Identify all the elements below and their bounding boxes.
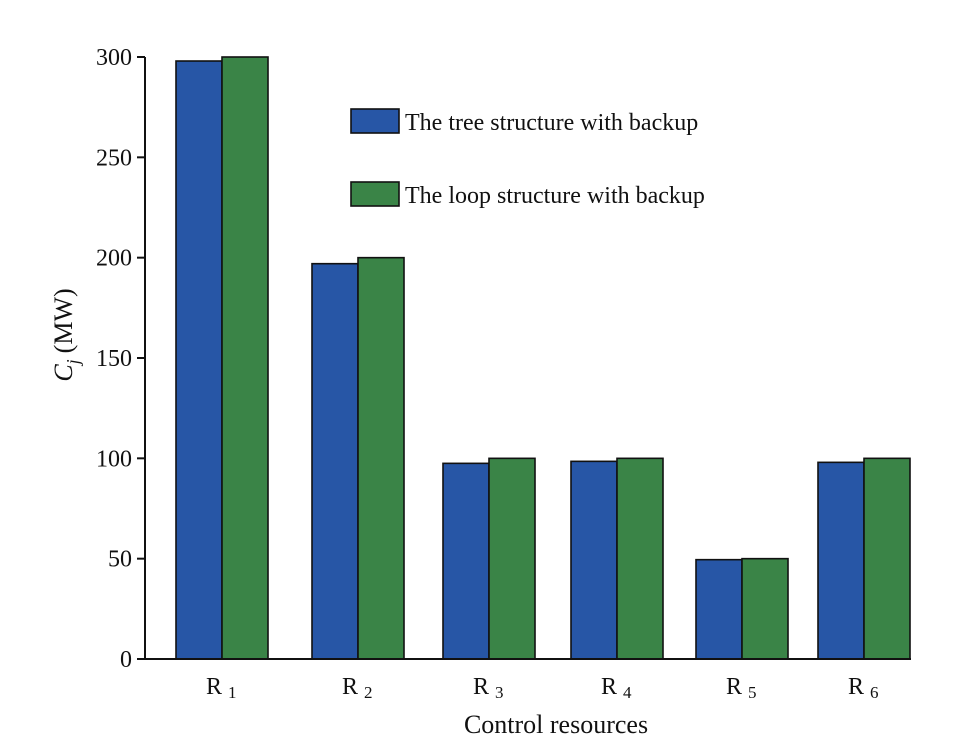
x-tick-label-sub: 6 [870, 683, 879, 702]
bar-tree-1 [175, 60, 223, 660]
bar-loop-1 [221, 56, 269, 660]
y-axis-subscript: j [63, 359, 83, 366]
y-axis-label: Cj (MW) [49, 288, 83, 381]
x-tick-label-main: R [848, 674, 864, 700]
x-tick-label-sub: 1 [228, 683, 237, 702]
x-tick-label-main: R [473, 674, 489, 700]
x-tick-label-sub: 4 [623, 683, 632, 702]
legend-swatch [350, 181, 400, 207]
legend-swatch [350, 108, 400, 134]
bar-loop-5 [741, 557, 789, 660]
x-tick-label-sub: 2 [364, 683, 373, 702]
bars-layer [175, 56, 911, 660]
x-tick-label-main: R [342, 674, 358, 700]
bar-tree-6 [817, 461, 865, 660]
y-tick-label: 100 [96, 446, 132, 472]
bar-tree-2 [311, 262, 359, 660]
bar-loop-2 [357, 256, 405, 660]
y-tick-label: 250 [96, 145, 132, 171]
legend-label: The tree structure with backup [405, 110, 698, 136]
bar-tree-5 [695, 558, 743, 660]
x-tick-label-sub: 3 [495, 683, 504, 702]
y-axis-symbol: C [49, 364, 78, 382]
bar-tree-3 [442, 462, 490, 660]
y-tick-label: 0 [120, 647, 132, 673]
y-axis-unit: (MW) [49, 288, 78, 353]
x-tick-label-main: R [601, 674, 617, 700]
bar-loop-4 [616, 457, 664, 660]
y-tick-label: 150 [96, 346, 132, 372]
y-ticks: 0 50 100 150 200 250 300 [96, 45, 145, 673]
legend-label: The loop structure with backup [405, 183, 705, 209]
x-tick-label-main: R [726, 674, 742, 700]
legend: The tree structure with backup The loop s… [350, 108, 705, 209]
y-tick-label: 200 [96, 246, 132, 272]
x-tick-label-main: R [206, 674, 222, 700]
bar-loop-6 [863, 457, 911, 660]
y-tick-label: 300 [96, 45, 132, 71]
x-axis-label: Control resources [464, 710, 648, 739]
x-tick-label-sub: 5 [748, 683, 757, 702]
bar-loop-3 [488, 457, 536, 660]
bar-tree-4 [570, 460, 618, 660]
y-tick-label: 50 [108, 547, 132, 573]
